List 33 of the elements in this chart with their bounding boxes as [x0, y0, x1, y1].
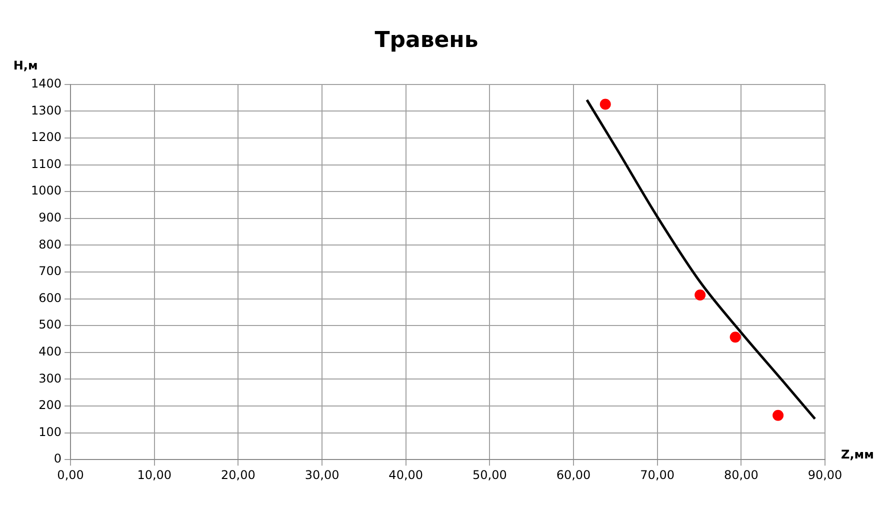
- x-tick-label: 40,00: [388, 468, 424, 482]
- y-tick-label: 800: [38, 237, 62, 252]
- x-tick-label: 60,00: [556, 468, 591, 482]
- chart-title: Травень: [374, 28, 478, 53]
- point: [600, 98, 611, 110]
- y-tick-label: 1200: [30, 130, 62, 144]
- y-tick-label: 500: [38, 318, 62, 332]
- x-tick-label: 10,00: [137, 468, 172, 482]
- y-tick-label: 100: [38, 424, 62, 439]
- x-tick-label: 30,00: [304, 468, 340, 482]
- x-tick-label: 80,00: [724, 468, 758, 482]
- line-series: [586, 98, 816, 420]
- x-tick-label: 90,00: [808, 468, 842, 482]
- y-tick-label: 700: [38, 264, 62, 278]
- point: [694, 290, 706, 301]
- x-axis-title: Z,мм: [841, 448, 874, 462]
- y-tick-label: 1000: [30, 184, 62, 198]
- y-tick-label: 0: [54, 452, 62, 466]
- y-axis-title: H,м: [13, 58, 38, 73]
- y-tick-label: 300: [38, 371, 62, 386]
- x-tick-label: 70,00: [640, 468, 675, 482]
- y-tick-label: 1400: [30, 76, 62, 91]
- y-tick-label: 200: [38, 398, 62, 412]
- y-tick-label: 400: [38, 344, 62, 359]
- y-tick-label: 1300: [30, 103, 62, 118]
- x-tick-label: 20,00: [221, 468, 256, 482]
- y-tick-label: 900: [38, 210, 62, 225]
- x-tick-label: 0,00: [57, 468, 84, 482]
- point: [730, 332, 741, 343]
- y-tick-label: 600: [38, 290, 62, 305]
- y-tick-label: 1100: [30, 156, 62, 171]
- point: [772, 410, 784, 421]
- x-tick-label: 50,00: [472, 468, 507, 482]
